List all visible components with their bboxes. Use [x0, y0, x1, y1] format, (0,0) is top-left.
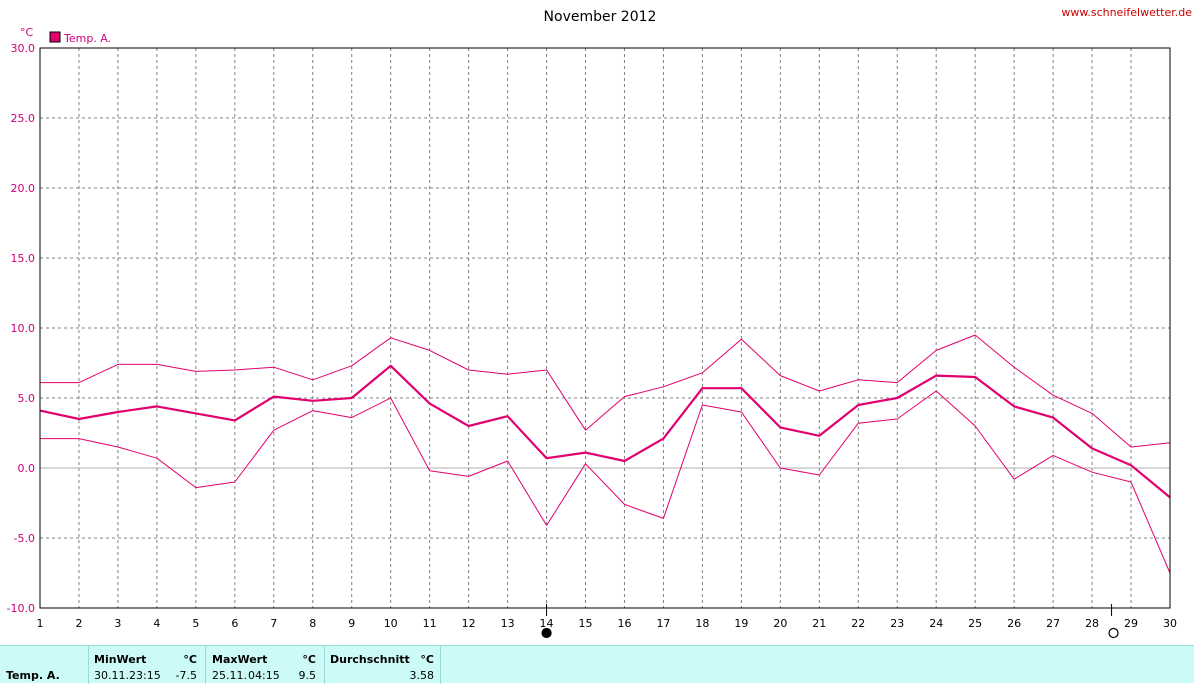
x-tick-label: 20	[773, 617, 787, 630]
x-tick-label: 24	[929, 617, 943, 630]
stats-min-cell: MinWert °C 30.11. 23:15 -7.5	[89, 646, 206, 684]
moon-markers	[541, 604, 1119, 639]
y-tick-label: 5.0	[18, 392, 36, 405]
x-tick-label: 8	[309, 617, 316, 630]
max-header: MaxWert	[212, 653, 268, 666]
temperature-chart: November 2012 www.schneifelwetter.de °C …	[7, 6, 1192, 639]
x-tick-label: 19	[734, 617, 748, 630]
x-tick-label: 30	[1163, 617, 1177, 630]
min-date: 30.11.	[94, 669, 129, 682]
x-tick-label: 28	[1085, 617, 1099, 630]
avg-header: Durchschnitt	[330, 653, 410, 666]
full-moon-icon	[541, 627, 552, 639]
series-min-line	[40, 390, 1171, 574]
chart-title: November 2012	[544, 9, 657, 25]
x-tick-label: 26	[1007, 617, 1021, 630]
legend-label: Temp. A.	[63, 32, 111, 45]
x-tick-label: 6	[231, 617, 238, 630]
x-tick-label: 25	[968, 617, 982, 630]
x-tick-label: 3	[114, 617, 121, 630]
x-tick-label: 12	[462, 617, 476, 630]
min-value: -7.5	[175, 669, 197, 682]
x-tick-label: 4	[153, 617, 160, 630]
min-time: 23:15	[129, 669, 161, 682]
min-header: MinWert	[94, 653, 147, 666]
x-tick-label: 22	[851, 617, 865, 630]
y-tick-label: 15.0	[11, 252, 36, 265]
x-tick-label: 13	[501, 617, 515, 630]
x-tick-label: 10	[384, 617, 398, 630]
series-group	[39, 334, 1171, 574]
x-tick-label: 1	[37, 617, 44, 630]
y-tick-label: 20.0	[11, 182, 36, 195]
max-time: 04:15	[248, 669, 280, 682]
avg-value: 3.58	[409, 669, 435, 682]
y-tick-label: -5.0	[14, 532, 35, 545]
plot-frame	[39, 47, 1171, 609]
site-link[interactable]: www.schneifelwetter.de	[1061, 6, 1192, 19]
x-tick-label: 29	[1124, 617, 1138, 630]
series-max-line	[40, 334, 1171, 448]
y-tick-label: 10.0	[11, 322, 36, 335]
stats-table: Temp. A. MinWert °C 30.11. 23:15 -7.5 Ma…	[0, 645, 1194, 684]
x-tick-label: 14	[540, 617, 554, 630]
stats-row-label-cell: Temp. A.	[0, 646, 89, 684]
y-axis: 30.0 25.0 20.0 15.0 10.0 5.0 0.0 -5.0 -10.0	[7, 42, 35, 615]
min-unit: °C	[183, 653, 197, 666]
max-value: 9.5	[298, 669, 317, 682]
legend-swatch	[49, 31, 61, 43]
avg-unit: °C	[420, 653, 434, 666]
max-unit: °C	[302, 653, 316, 666]
y-tick-label: -10.0	[7, 602, 35, 615]
y-axis-unit: °C	[20, 26, 34, 39]
x-tick-label: 11	[423, 617, 437, 630]
x-axis: 1 2 3 4 5 6 7 8 9 10 11 12 13 14 15 16 17 18 19 20 21 22 23 24 2…	[37, 617, 1178, 630]
max-date: 25.11.	[212, 669, 247, 682]
new-moon-icon	[1108, 627, 1119, 639]
stats-avg-cell: Durchschnitt °C 3.58	[325, 646, 441, 684]
series-avg-line	[39, 364, 1171, 499]
x-tick-label: 9	[348, 617, 355, 630]
x-tick-label: 7	[270, 617, 277, 630]
x-tick-label: 16	[617, 617, 631, 630]
grid	[40, 48, 1170, 608]
x-tick-label: 27	[1046, 617, 1060, 630]
x-tick-label: 18	[695, 617, 709, 630]
stats-row-label: Temp. A.	[6, 669, 60, 682]
x-tick-label: 21	[812, 617, 826, 630]
x-tick-label: 5	[192, 617, 199, 630]
y-tick-label: 30.0	[11, 42, 36, 55]
x-tick-label: 2	[75, 617, 82, 630]
y-tick-label: 0.0	[18, 462, 36, 475]
stats-max-cell: MaxWert °C 25.11. 04:15 9.5	[206, 646, 325, 684]
x-tick-label: 17	[656, 617, 670, 630]
y-tick-label: 25.0	[11, 112, 36, 125]
x-tick-label: 23	[890, 617, 904, 630]
x-tick-label: 15	[579, 617, 593, 630]
